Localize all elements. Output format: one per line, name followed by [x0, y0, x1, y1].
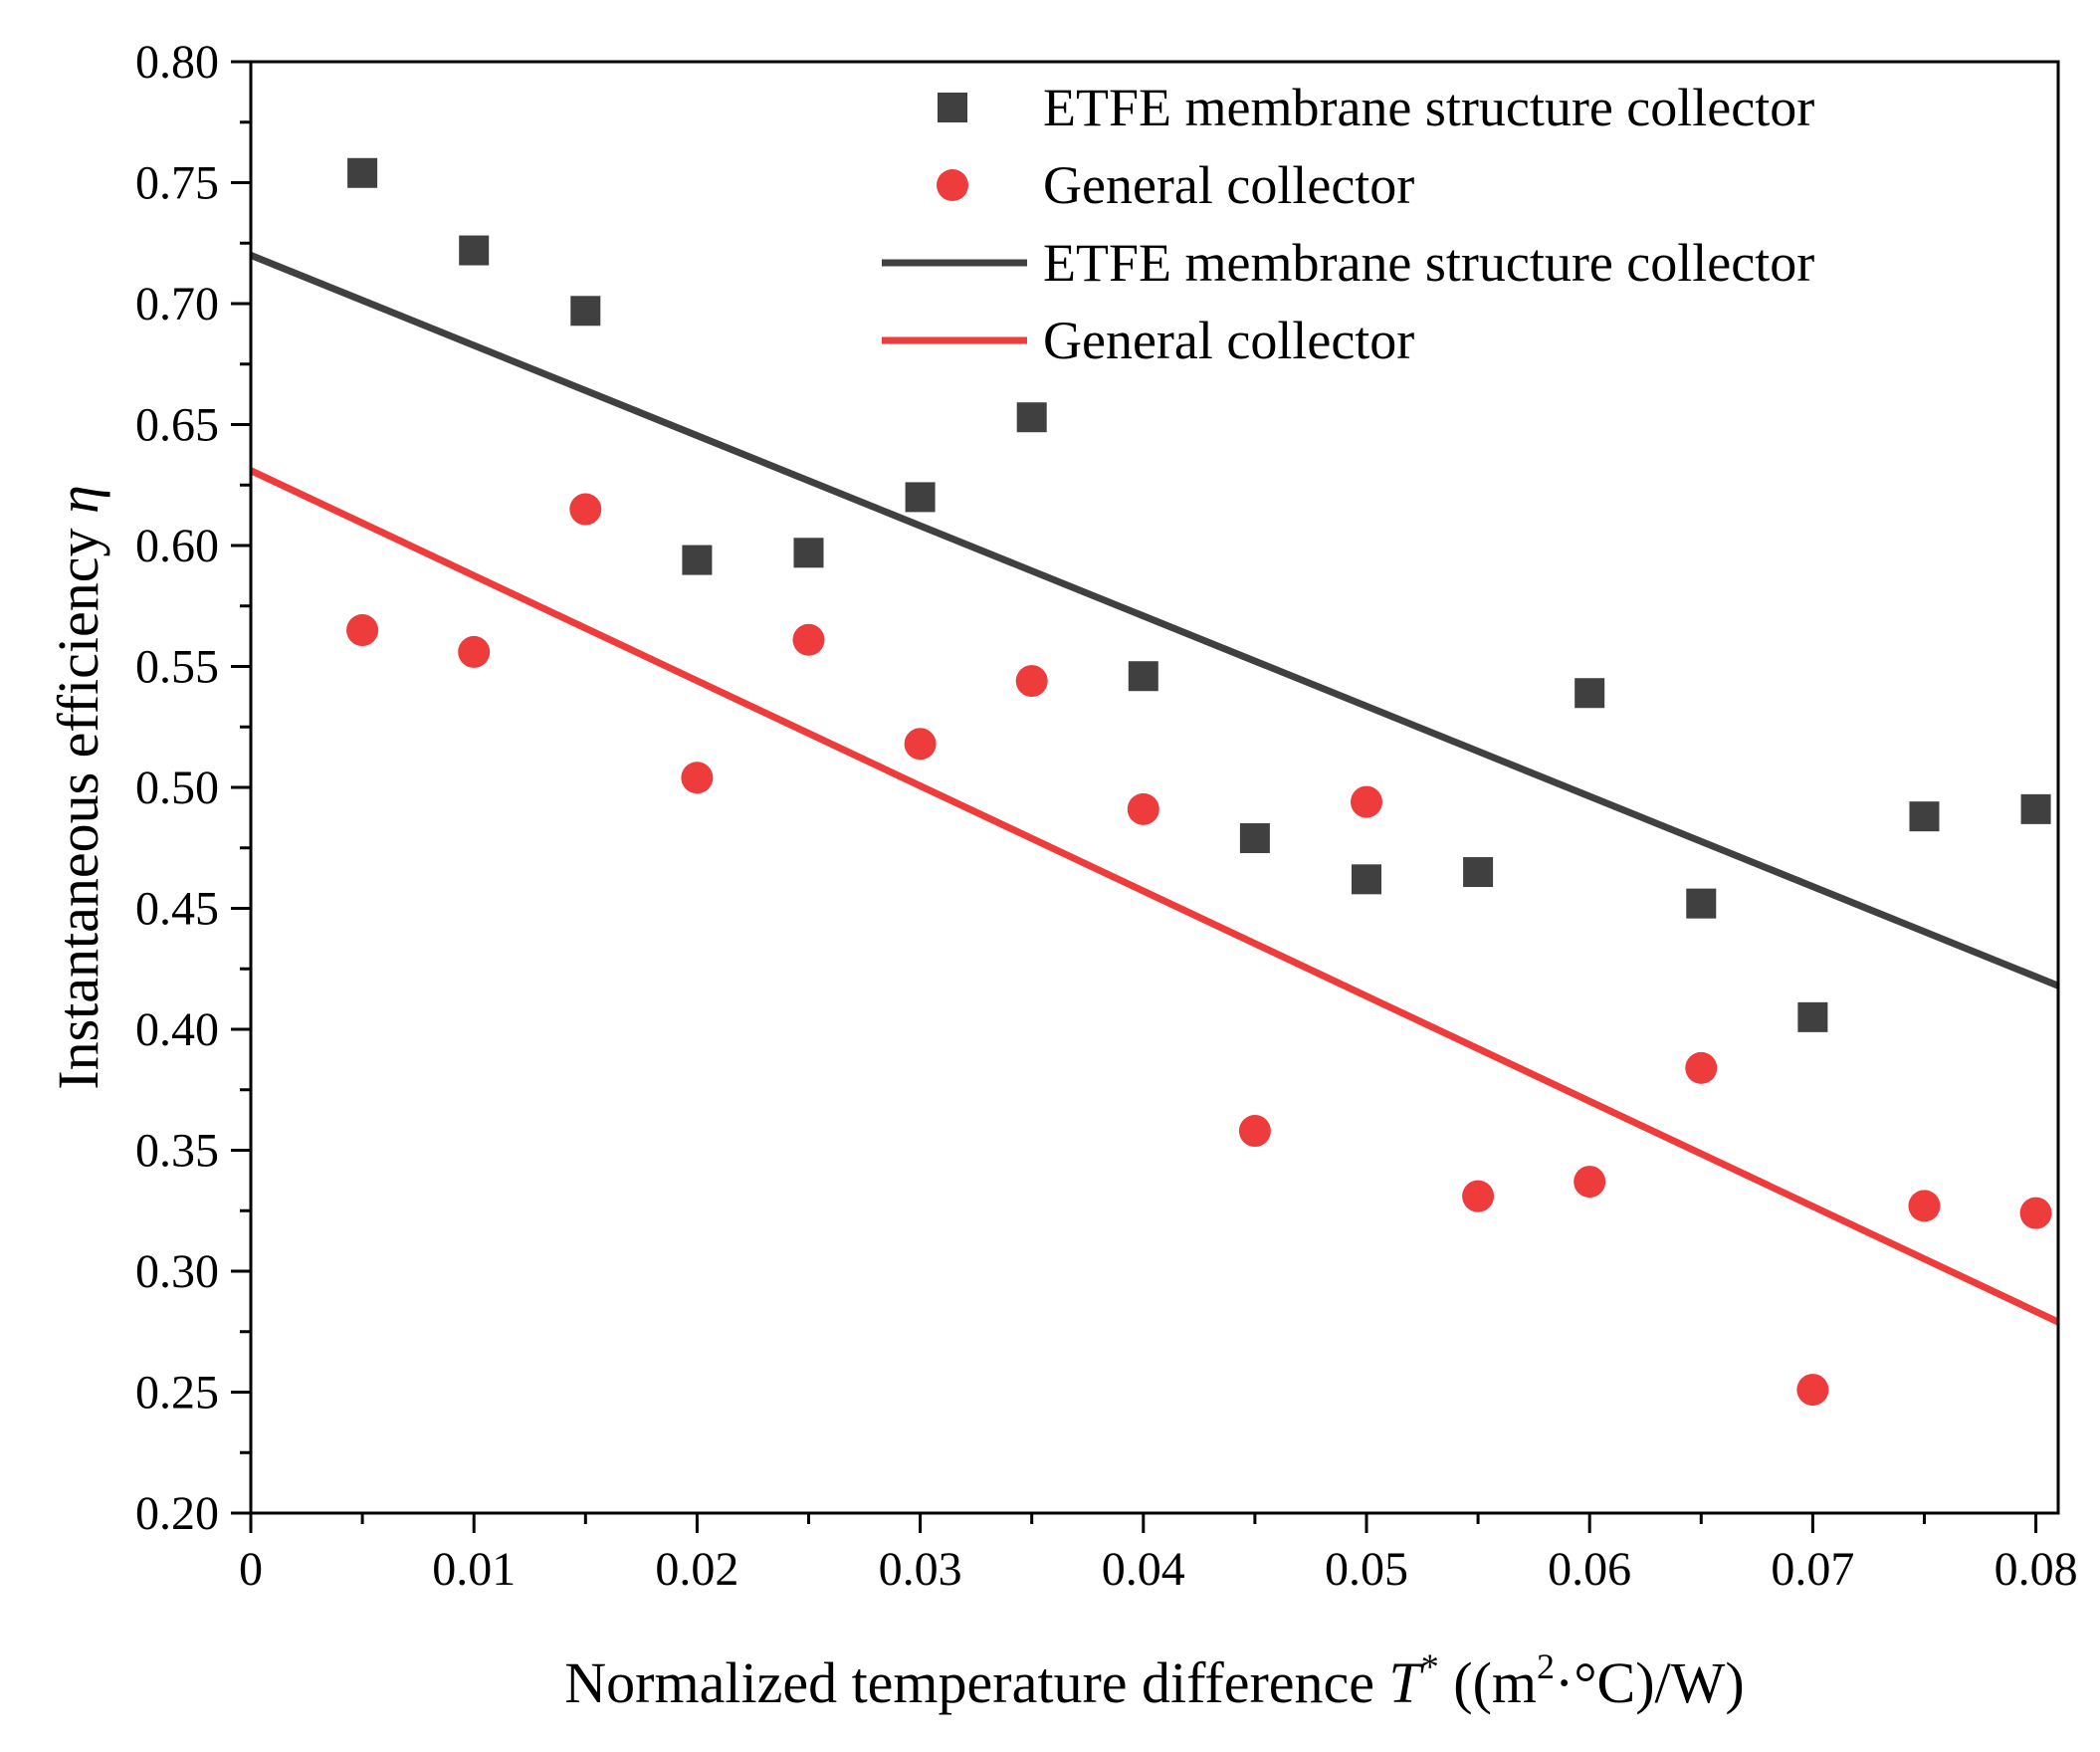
y-tick-label: 0.40: [135, 1003, 219, 1056]
axes: 0 0.01 0.02 0.03 0.04 0.05 0.06 0.07 0.08 0.20 0.2…: [135, 36, 2078, 1596]
y-tick-label: 0.60: [135, 520, 219, 572]
data-point-circle: [1350, 785, 1382, 818]
legend-label: General collector: [1043, 311, 1414, 370]
data-point-circle: [904, 728, 937, 761]
data-point-square: [1909, 801, 1940, 832]
x-tick-label: 0.05: [1325, 1543, 1408, 1596]
data-point-square: [347, 157, 378, 188]
y-tick-label: 0.20: [135, 1487, 219, 1540]
x-tick-label: 0.02: [655, 1543, 738, 1596]
data-point-circle: [1127, 792, 1159, 825]
data-point-square: [2020, 793, 2051, 824]
data-point-square: [1797, 1001, 1828, 1032]
fit-line-2: [249, 252, 2060, 989]
legend-label: ETFE membrane structure collector: [1043, 78, 1814, 137]
data-point-square: [1575, 678, 1605, 709]
y-tick-label: 0.65: [135, 399, 219, 452]
x-axis-title-unit-sup: 2: [1537, 1646, 1555, 1686]
data-point-circle: [1462, 1180, 1495, 1212]
data-point-square: [1128, 661, 1158, 692]
data-point-circle: [458, 635, 491, 668]
data-point-circle: [1908, 1190, 1941, 1222]
data-point-square: [793, 538, 824, 568]
x-tick-label: 0.06: [1548, 1543, 1631, 1596]
y-tick-label: 0.55: [135, 641, 219, 694]
y-axis-title-symbol: η: [46, 485, 110, 514]
x-tick-label: 0.08: [1995, 1543, 2078, 1596]
y-tick-label: 0.30: [135, 1245, 219, 1298]
data-point-circle: [1238, 1115, 1271, 1148]
data-point-circle: [1015, 665, 1048, 698]
data-point-square: [905, 482, 936, 513]
x-axis-title-unit-end: ·°C)/W): [1555, 1650, 1745, 1715]
data-point-circle: [681, 762, 714, 794]
x-tick-label: 0.04: [1102, 1543, 1185, 1596]
data-point-square: [459, 235, 490, 266]
data-point-square: [1239, 823, 1270, 854]
legend-marker-circle: [937, 169, 968, 201]
y-tick-label: 0.70: [135, 278, 219, 330]
legend-label: ETFE membrane structure collector: [1043, 233, 1814, 293]
y-tick-label: 0.50: [135, 762, 219, 814]
data-point-circle: [569, 493, 602, 526]
y-tick-label: 0.75: [135, 157, 219, 210]
data-point-square: [1351, 864, 1381, 895]
fit-line-3: [249, 467, 2060, 1326]
data-point-circle: [1685, 1051, 1718, 1084]
legend-marker-square: [938, 93, 967, 122]
x-tick-label: 0.01: [432, 1543, 516, 1596]
legend-label: General collector: [1043, 155, 1414, 215]
y-tick-label: 0.80: [135, 36, 219, 89]
x-tick-label: 0: [239, 1543, 263, 1596]
data-point-square: [1016, 402, 1047, 433]
legend: ETFE membrane structure collector General…: [882, 78, 1814, 370]
y-axis-title-text: Instantaneous efficiency: [46, 514, 110, 1090]
x-axis-title-prefix: Normalized temperature difference: [564, 1650, 1388, 1715]
x-axis-title-symbol: T: [1389, 1650, 1425, 1715]
y-tick-label: 0.35: [135, 1125, 219, 1178]
x-tick-label: 0.07: [1771, 1543, 1854, 1596]
y-tick-label: 0.45: [135, 883, 219, 936]
data-point-circle: [792, 623, 825, 656]
x-axis-title-symbol-sup: *: [1421, 1646, 1439, 1686]
data-point-square: [570, 296, 601, 327]
x-axis-title: Normalized temperature difference T* ((m…: [564, 1646, 1744, 1715]
data-point-circle: [1796, 1374, 1829, 1407]
plot-layer: [249, 157, 2060, 1407]
data-point-square: [1686, 888, 1717, 919]
data-point-square: [1463, 857, 1494, 888]
data-point-square: [682, 545, 713, 575]
x-tick-label: 0.03: [879, 1543, 962, 1596]
y-axis-title: Instantaneous efficiency η: [46, 485, 110, 1089]
data-point-circle: [346, 614, 379, 647]
y-tick-label: 0.25: [135, 1367, 219, 1420]
x-axis-title-unit-start: ((m: [1439, 1650, 1537, 1715]
data-point-circle: [1574, 1166, 1606, 1199]
data-point-circle: [2019, 1197, 2052, 1229]
